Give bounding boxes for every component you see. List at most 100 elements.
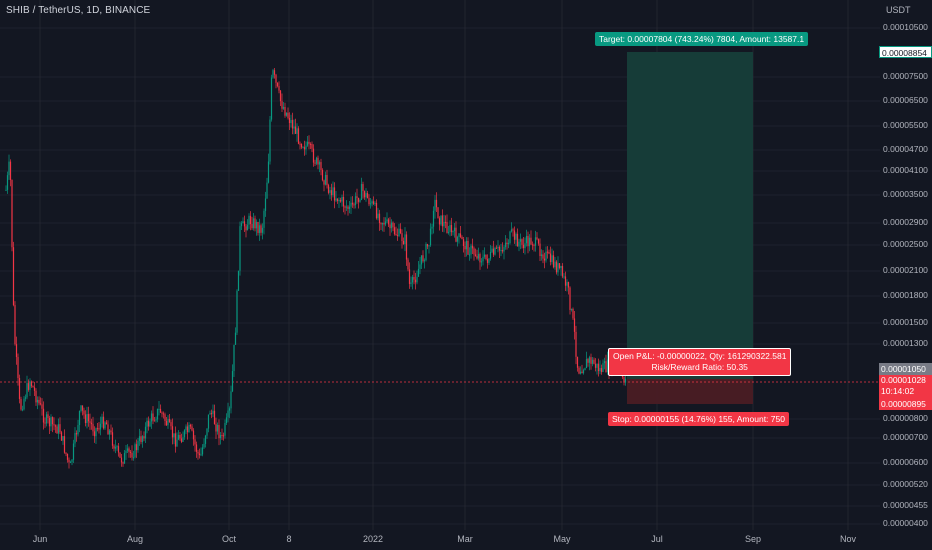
time-axis-label: Aug — [126, 534, 144, 544]
candle-body — [128, 448, 130, 452]
candle-body — [155, 419, 157, 421]
candle-body — [297, 128, 300, 144]
candle-body — [509, 231, 511, 244]
candle-body — [164, 414, 166, 421]
candle-body — [224, 423, 226, 436]
candle-body — [522, 244, 525, 249]
candle-body — [492, 248, 495, 255]
candle-body — [404, 234, 406, 245]
candle-body — [539, 243, 541, 257]
candle-body — [161, 412, 163, 414]
candle-body — [24, 397, 27, 399]
candle-body — [222, 435, 225, 437]
candle-body — [603, 361, 606, 364]
candle-body — [536, 237, 538, 240]
candle-body — [342, 196, 345, 207]
candle-body — [506, 242, 508, 245]
candle-body — [278, 86, 280, 91]
candle-body — [507, 243, 510, 245]
candle-body — [443, 221, 445, 227]
candle-body — [324, 174, 327, 185]
last-price-tag: 0.00001028 10:14:02 — [879, 375, 932, 399]
candle-body — [249, 215, 252, 225]
candle-body — [528, 237, 531, 247]
candle-body — [69, 461, 72, 463]
candle-body — [372, 201, 375, 204]
pnl-label[interactable]: Open P&L: -0.00000022, Qty: 161290322.58… — [608, 348, 792, 376]
stop-label[interactable]: Stop: 0.00000155 (14.76%) 155, Amount: 7… — [608, 412, 789, 426]
candle-body — [534, 237, 537, 246]
symbol-title[interactable]: SHIB / TetherUS, 1D, BINANCE — [6, 5, 151, 16]
candle-body — [416, 276, 418, 283]
candle-body — [233, 344, 235, 372]
target-label[interactable]: Target: 0.00007804 (743.24%) 7804, Amoun… — [595, 32, 809, 46]
candle-body — [273, 70, 276, 75]
candle-body — [338, 200, 340, 202]
candle-body — [252, 218, 255, 229]
candle-body — [312, 148, 315, 163]
candle-body — [440, 215, 442, 225]
candle-body — [455, 227, 457, 242]
candle-body — [266, 182, 268, 199]
pnl-text: Open P&L: -0.00000022, Qty: 161290322.58… — [613, 351, 787, 361]
candle-body — [494, 247, 496, 255]
candle-body — [576, 356, 579, 368]
candle-body — [254, 218, 256, 229]
candle-body — [435, 199, 438, 208]
candle-body — [593, 359, 595, 364]
candle-body — [561, 266, 564, 277]
candle-body — [531, 244, 534, 246]
candle-body — [399, 228, 402, 234]
price-axis-label: 0.00000455 — [883, 500, 928, 510]
candle-body — [51, 417, 54, 425]
candle-body — [93, 431, 96, 437]
candle-body — [188, 424, 190, 433]
candle-body — [471, 245, 474, 249]
candle-body — [15, 344, 18, 358]
candle-body — [588, 357, 591, 363]
candle-body — [210, 413, 213, 415]
candle-body — [413, 277, 415, 280]
candle-body — [33, 387, 36, 391]
candle-body — [533, 244, 535, 246]
candle-body — [186, 426, 189, 433]
candle-body — [381, 222, 384, 225]
candle-body — [272, 70, 274, 78]
candle-body — [144, 426, 147, 439]
candle-body — [276, 82, 279, 87]
candle-body — [248, 215, 250, 225]
time-axis-label: Mar — [457, 534, 473, 544]
candle-body — [414, 279, 417, 283]
candle-body — [5, 189, 7, 191]
candle-body — [341, 196, 343, 202]
candle-body — [281, 101, 283, 109]
candle-body — [401, 233, 403, 242]
candle-body — [425, 243, 427, 261]
candle-body — [95, 428, 97, 437]
candle-body — [584, 368, 586, 371]
candle-body — [165, 420, 168, 426]
candle-body — [392, 222, 394, 228]
candle-body — [56, 426, 58, 434]
candle-body — [333, 187, 336, 201]
candle-body — [426, 243, 429, 247]
candle-body — [402, 241, 405, 245]
candle-body — [290, 119, 292, 124]
candle-body — [176, 439, 178, 447]
candle-body — [111, 432, 114, 446]
candle-body — [231, 371, 234, 392]
candle-body — [23, 398, 25, 410]
price-axis-label: 0.00000700 — [883, 432, 928, 442]
candle-body — [503, 247, 505, 252]
candle-body — [11, 180, 13, 248]
candle-body — [60, 432, 63, 441]
candle-body — [18, 378, 21, 399]
candle-body — [32, 386, 34, 388]
candle-body — [564, 276, 567, 286]
time-axis-label: Oct — [221, 534, 237, 544]
candle-body — [438, 218, 441, 225]
candle-body — [135, 444, 138, 451]
candle-body — [306, 141, 309, 146]
candle-body — [201, 447, 204, 455]
